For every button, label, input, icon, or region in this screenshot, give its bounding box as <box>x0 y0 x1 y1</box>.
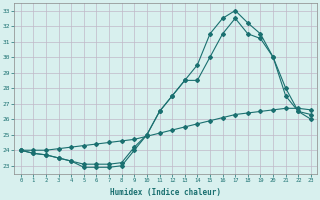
X-axis label: Humidex (Indice chaleur): Humidex (Indice chaleur) <box>110 188 221 197</box>
